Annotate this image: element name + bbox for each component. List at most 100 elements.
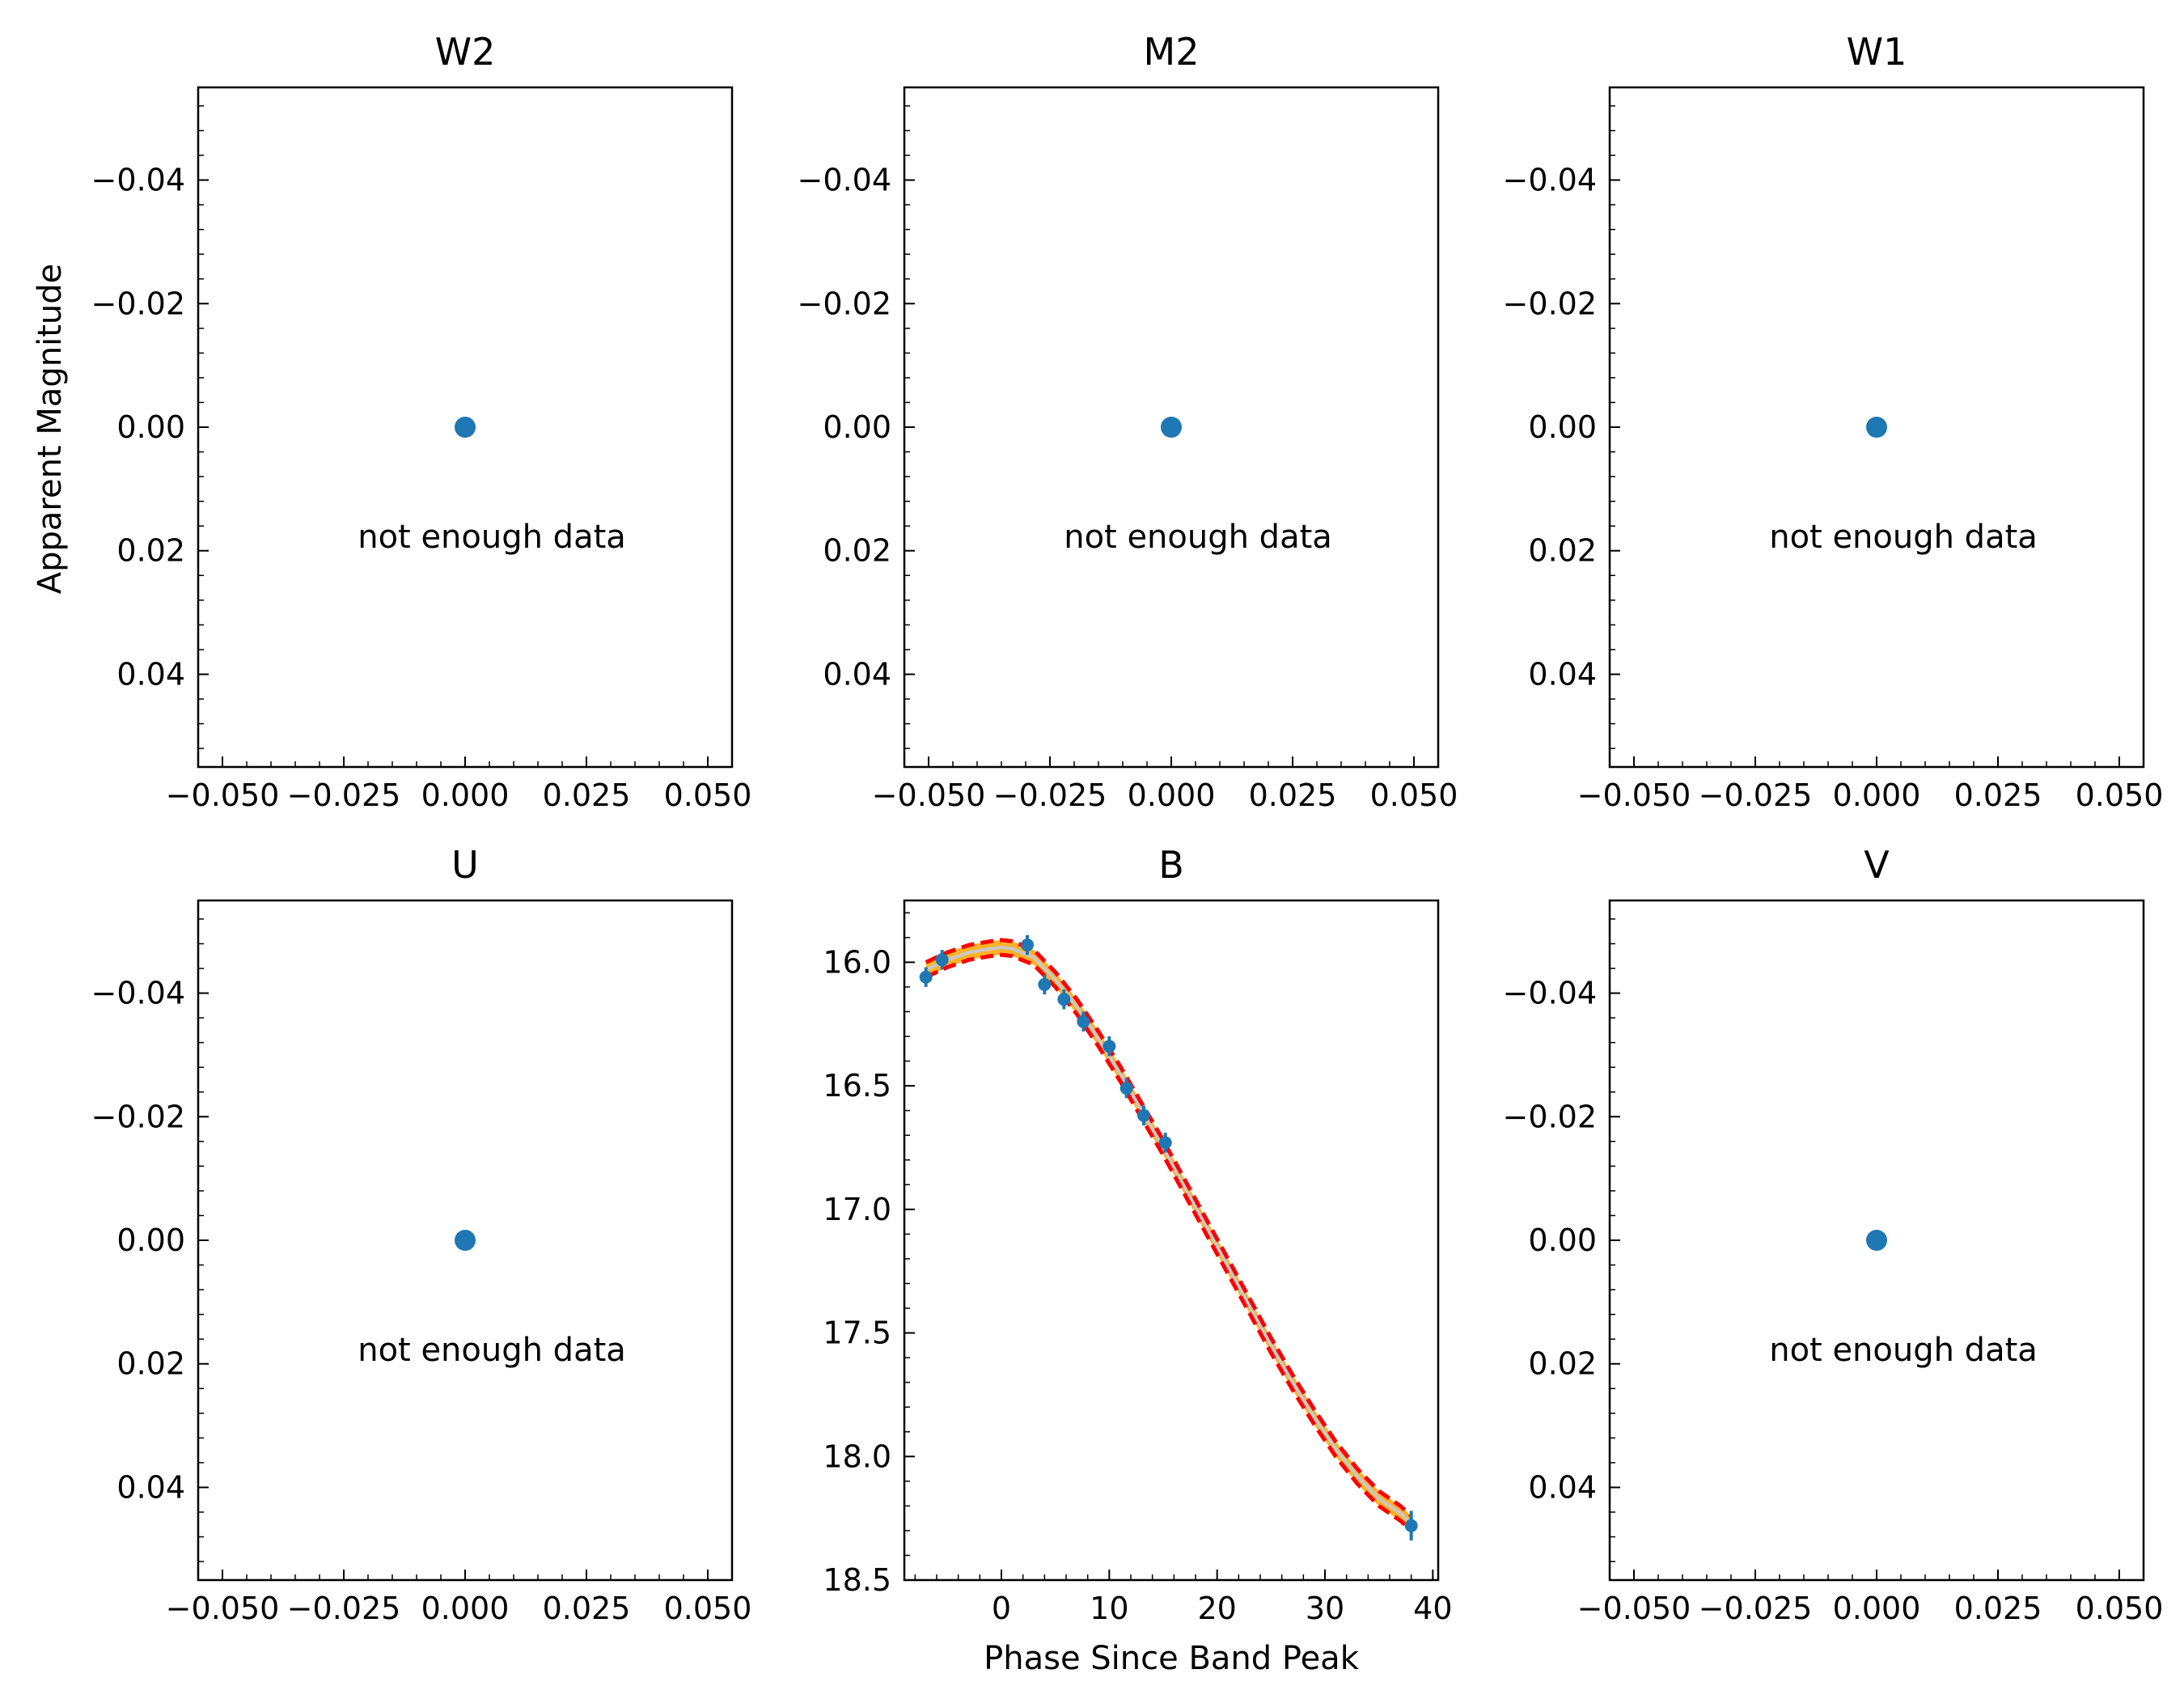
y-tick-label: 0.04 — [116, 656, 185, 692]
x-tick-label: 10 — [1090, 1591, 1128, 1626]
x-tick-label: −0.050 — [1577, 777, 1691, 813]
x-tick-label: 0.000 — [421, 1591, 510, 1626]
data-point — [1103, 1040, 1116, 1053]
x-tick-label: 0.000 — [1833, 777, 1921, 813]
data-point — [1077, 1015, 1090, 1028]
x-tick-label: 0.025 — [1249, 777, 1337, 813]
x-tick-label: −0.025 — [1699, 777, 1813, 813]
axes-frame — [903, 899, 1440, 1582]
x-tick-label: 0.050 — [1370, 777, 1458, 813]
y-tick-label: 0.04 — [116, 1469, 185, 1505]
panel-title: B — [1158, 843, 1184, 887]
y-tick-label: 0.00 — [823, 409, 891, 445]
data-point — [1057, 993, 1071, 1006]
x-tick-label: 0.050 — [2076, 777, 2164, 813]
y-tick-label: −0.04 — [1503, 163, 1597, 198]
x-tick-label: 0.050 — [664, 1591, 752, 1626]
x-tick-label: 0.000 — [421, 777, 510, 813]
panel-title: W1 — [1847, 30, 1907, 74]
y-tick-label: 0.02 — [116, 533, 185, 569]
y-tick-label: 0.04 — [1528, 656, 1597, 692]
x-tick-label: 0.000 — [1833, 1591, 1921, 1626]
not-enough-data-note: not enough data — [358, 1332, 626, 1369]
x-tick-label: −0.025 — [287, 1591, 401, 1626]
y-tick-label: −0.02 — [798, 286, 891, 321]
data-point — [1120, 1082, 1133, 1095]
data-point — [1158, 1136, 1172, 1150]
y-tick-label: 0.02 — [1528, 1346, 1597, 1382]
fit-lower-bound — [925, 952, 1413, 1532]
fit-upper-bound — [925, 938, 1413, 1518]
data-point — [1866, 417, 1887, 438]
x-tick-label: 0.000 — [1128, 777, 1216, 813]
panel-v: V −0.050 −0.025 0.000 0.025 0.050 −0.04 −0.02 0.… — [1503, 843, 2164, 1626]
y-tick-label: 17.5 — [823, 1316, 891, 1351]
data-point — [1161, 417, 1182, 438]
y-axis-label: Apparent Magnitude — [32, 264, 69, 595]
x-tick-label: 0.050 — [664, 777, 752, 813]
y-tick-label: −0.02 — [1503, 1099, 1597, 1134]
y-tick-label: −0.02 — [91, 286, 185, 321]
data-point — [935, 953, 949, 967]
y-tick-label: 0.00 — [1528, 409, 1597, 445]
not-enough-data-note: not enough data — [1064, 519, 1332, 556]
x-tick-label: −0.050 — [166, 777, 280, 813]
panel-title: M2 — [1144, 30, 1200, 74]
y-tick-label: 18.0 — [823, 1438, 891, 1474]
data-point — [455, 417, 476, 438]
y-tick-label: 17.0 — [823, 1192, 891, 1227]
x-tick-label: 20 — [1197, 1591, 1236, 1626]
y-tick-label: 0.00 — [116, 409, 185, 445]
y-tick-label: −0.04 — [798, 163, 891, 198]
y-tick-label: 0.02 — [116, 1346, 185, 1382]
panel-b: B 0 10 20 30 40 16.0 16.5 17.0 17.5 18.0 18.5 — [823, 843, 1452, 1626]
x-tick-label: 0.025 — [1954, 1591, 2042, 1626]
data-point — [455, 1230, 476, 1251]
x-tick-label: −0.025 — [993, 777, 1107, 813]
fit-line — [925, 945, 1413, 1525]
x-tick-label: −0.025 — [1699, 1591, 1813, 1626]
y-tick-label: 16.5 — [823, 1068, 891, 1104]
panel-u: U −0.050 −0.025 0.000 0.025 0.050 −0.04 −0.02 0.… — [91, 843, 752, 1626]
x-tick-label: 30 — [1306, 1591, 1344, 1626]
axes-frame — [197, 899, 734, 1582]
axes-frame — [1608, 899, 2145, 1582]
axes-frame — [197, 86, 734, 769]
data-point — [1404, 1519, 1418, 1532]
x-tick-label: −0.050 — [872, 777, 986, 813]
y-tick-label: 0.00 — [116, 1222, 185, 1258]
y-tick-label: −0.04 — [91, 163, 185, 198]
x-tick-label: 0.025 — [543, 1591, 631, 1626]
panel-title: U — [451, 843, 479, 887]
x-axis-label: Phase Since Band Peak — [984, 1640, 1360, 1677]
panel-w1: W1 −0.050 −0.025 0.000 0.025 0.050 −0.04 −0.02 0… — [1503, 30, 2164, 813]
y-tick-label: 0.00 — [1528, 1222, 1597, 1258]
panel-title: V — [1864, 843, 1890, 887]
y-tick-label: −0.02 — [91, 1099, 185, 1134]
x-tick-label: −0.050 — [166, 1591, 280, 1626]
y-tick-label: 0.02 — [1528, 533, 1597, 569]
data-point — [1038, 977, 1052, 991]
y-tick-label: 0.04 — [1528, 1469, 1597, 1505]
x-tick-label: 0 — [992, 1591, 1011, 1626]
panel-w2: W2 −0.050 −0.025 0.000 0.025 0.050 −0.04 −0.02 0… — [91, 30, 752, 813]
axes-frame — [1608, 86, 2145, 769]
data-point — [1866, 1230, 1887, 1251]
not-enough-data-note: not enough data — [1769, 519, 2038, 556]
y-tick-label: 16.0 — [823, 944, 891, 980]
y-tick-label: −0.04 — [1503, 976, 1597, 1011]
panel-title: W2 — [435, 30, 496, 74]
data-point — [1137, 1108, 1150, 1122]
data-point — [1021, 938, 1034, 951]
axes-frame — [903, 86, 1440, 769]
not-enough-data-note: not enough data — [1769, 1332, 2038, 1369]
x-tick-label: 40 — [1413, 1591, 1452, 1626]
x-tick-label: 0.025 — [543, 777, 631, 813]
y-tick-label: −0.02 — [1503, 286, 1597, 321]
y-tick-label: 0.04 — [823, 656, 891, 692]
x-tick-label: 0.050 — [2076, 1591, 2164, 1626]
not-enough-data-note: not enough data — [358, 519, 626, 556]
data-point — [919, 970, 933, 984]
y-tick-label: −0.04 — [91, 976, 185, 1011]
